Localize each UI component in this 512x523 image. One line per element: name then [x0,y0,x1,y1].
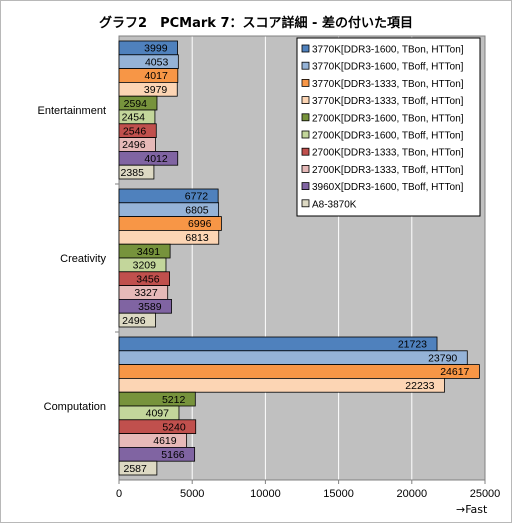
bar [118,377,445,393]
legend-swatch [301,113,310,122]
x-tick-label: 25000 [470,488,501,500]
bar [118,164,155,180]
legend-entry: 2700K[DDR3-1333, TBoff, HTTon] [312,165,464,176]
data-label: 2454 [122,112,146,124]
bar [118,336,438,352]
bar [118,312,156,328]
data-label: 4053 [145,56,169,68]
legend-entry: 3770K[DDR3-1600, TBon, HTTon] [312,45,464,56]
x-tick-label: 10000 [250,488,281,500]
data-label: 2587 [124,463,148,475]
x-tick-label: 5000 [180,488,204,500]
legend [296,37,481,217]
legend-swatch [301,44,310,53]
legend-entry: 3770K[DDR3-1333, TBon, HTTon] [312,79,464,90]
data-label: 4012 [144,153,168,165]
legend-swatch [301,182,310,191]
x-tick-label: 15000 [323,488,354,500]
x-axis-label: →Fast [456,503,488,516]
data-label: 3999 [144,43,168,55]
legend-swatch [301,79,310,87]
data-label: 5240 [162,421,186,433]
legend-swatch [301,164,310,173]
data-label: 3491 [137,246,161,258]
data-label: 2496 [122,315,146,327]
x-tick-label: 20000 [397,488,428,500]
data-label: 3456 [136,273,160,285]
data-label: 4619 [153,435,177,447]
data-label: 5166 [161,449,185,461]
legend-swatch [301,61,310,70]
legend-entry: 2700K[DDR3-1600, TBon, HTTon] [312,113,464,124]
data-label: 23790 [428,352,457,364]
chart-title: グラフ2 PCMark 7：スコア詳細 - 差の付いた項目 [99,16,413,31]
legend-entry: A8-3870K [312,199,357,210]
legend-entry: 2700K[DDR3-1600, TBoff, HTTon] [312,131,464,142]
legend-entry: 3770K[DDR3-1600, TBoff, HTTon] [312,62,464,73]
data-label: 3327 [134,287,158,299]
data-label: 3209 [133,260,157,272]
data-label: 3979 [144,84,168,96]
data-label: 6805 [185,204,209,216]
legend-entry: 3770K[DDR3-1333, TBoff, HTTon] [312,96,464,107]
data-label: 22233 [405,380,434,392]
data-label: 4017 [144,70,168,82]
x-tick-label: 0 [116,488,122,500]
legend-entry: 2700K[DDR3-1333, TBon, HTTon] [312,148,464,159]
data-label: 6996 [188,218,212,230]
data-label: 5212 [162,394,186,406]
category-label: Creativity [60,253,106,265]
legend-entry: 3960X[DDR3-1600, TBoff, HTTon] [312,182,464,193]
data-label: 2385 [121,167,145,179]
data-label: 2594 [124,98,148,110]
bar [118,460,158,476]
data-label: 21723 [398,339,427,351]
data-label: 4097 [146,408,170,420]
category-label: Entertainment [38,105,106,117]
bar [118,350,468,365]
category-label: Computation [44,401,106,413]
legend-swatch [301,199,310,208]
legend-swatch [301,130,310,139]
data-label: 6813 [185,232,209,244]
data-label: 2496 [122,139,146,151]
legend-swatch [301,96,310,104]
bar [118,364,480,379]
legend-swatch [301,147,310,156]
data-label: 24617 [440,366,469,378]
data-label: 6772 [185,191,209,203]
data-label: 2546 [123,125,147,137]
data-label: 3589 [138,301,162,313]
